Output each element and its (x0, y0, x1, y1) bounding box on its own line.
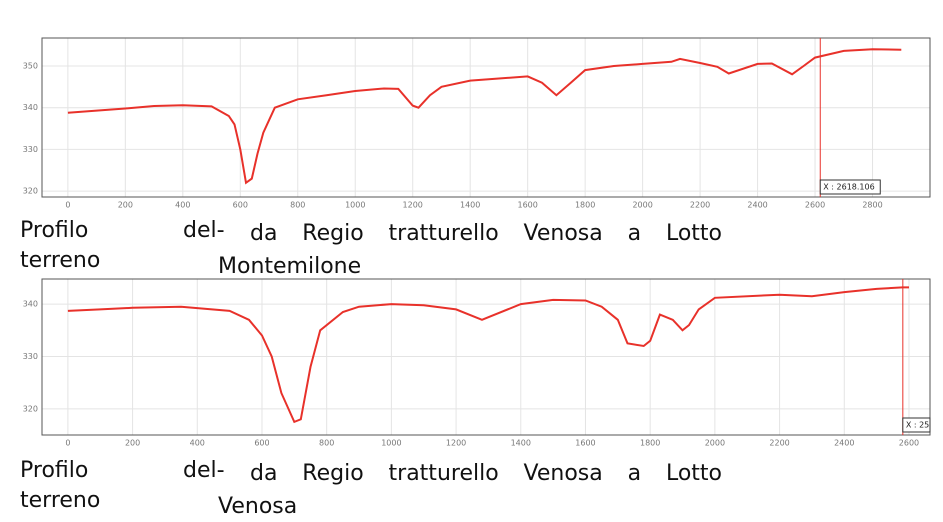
x-tick-label: 1800 (575, 201, 595, 210)
cursor-box (902, 417, 931, 433)
caption-text: Venosa (218, 494, 298, 519)
x-tick-label: 600 (254, 439, 269, 448)
x-tick-label: 800 (290, 201, 305, 210)
x-tick-label: 200 (125, 439, 140, 448)
y-tick-label: 340 (23, 300, 38, 309)
x-tick-label: 2000 (632, 201, 652, 210)
x-tick-label: 2800 (862, 201, 882, 210)
plot-frame (41, 278, 931, 436)
x-tick-label: 800 (319, 439, 334, 448)
x-tick-label: 2000 (705, 439, 725, 448)
profile-line (67, 48, 902, 185)
caption-text: da Regio tratturello Venosa a Lotto (250, 461, 722, 486)
caption-text: Profilo (20, 218, 89, 243)
profile-line (67, 286, 909, 424)
cursor-box (819, 179, 881, 195)
caption-text: da Regio tratturello Venosa a Lotto (250, 221, 722, 246)
x-tick-label: 600 (233, 201, 248, 210)
y-tick-label: 320 (23, 187, 38, 196)
y-tick-label: 340 (23, 103, 38, 112)
caption-text: del- (183, 218, 225, 243)
x-tick-label: 1200 (446, 439, 466, 448)
x-tick-label: 1600 (517, 201, 537, 210)
x-tick-label: 1400 (460, 201, 480, 210)
plot-frame (41, 37, 931, 198)
caption-text: terreno (20, 248, 101, 273)
cursor-label: X : 2618.106 (823, 183, 874, 192)
x-tick-label: 1000 (381, 439, 401, 448)
x-tick-label: 2600 (805, 201, 825, 210)
cursor-label: X : 25 (906, 421, 929, 430)
x-tick-label: 1200 (403, 201, 423, 210)
caption-text: Montemilone (218, 254, 362, 279)
caption-text: Profilo (20, 458, 89, 483)
x-tick-label: 2400 (834, 439, 854, 448)
x-tick-label: 1600 (575, 439, 595, 448)
y-tick-label: 330 (23, 145, 38, 154)
y-tick-label: 350 (23, 61, 38, 70)
y-tick-label: 330 (23, 352, 38, 361)
x-tick-label: 400 (175, 201, 190, 210)
x-tick-label: 200 (118, 201, 133, 210)
x-tick-label: 2200 (769, 439, 789, 448)
x-tick-label: 0 (65, 201, 70, 210)
x-tick-label: 2200 (690, 201, 710, 210)
caption-text: del- (183, 458, 225, 483)
caption-text: terreno (20, 488, 101, 513)
x-tick-label: 1800 (640, 439, 660, 448)
x-tick-label: 1400 (511, 439, 531, 448)
x-tick-label: 2600 (899, 439, 919, 448)
y-tick-label: 320 (23, 404, 38, 413)
x-tick-label: 0 (65, 439, 70, 448)
x-tick-label: 400 (190, 439, 205, 448)
x-tick-label: 1000 (345, 201, 365, 210)
x-tick-label: 2400 (747, 201, 767, 210)
